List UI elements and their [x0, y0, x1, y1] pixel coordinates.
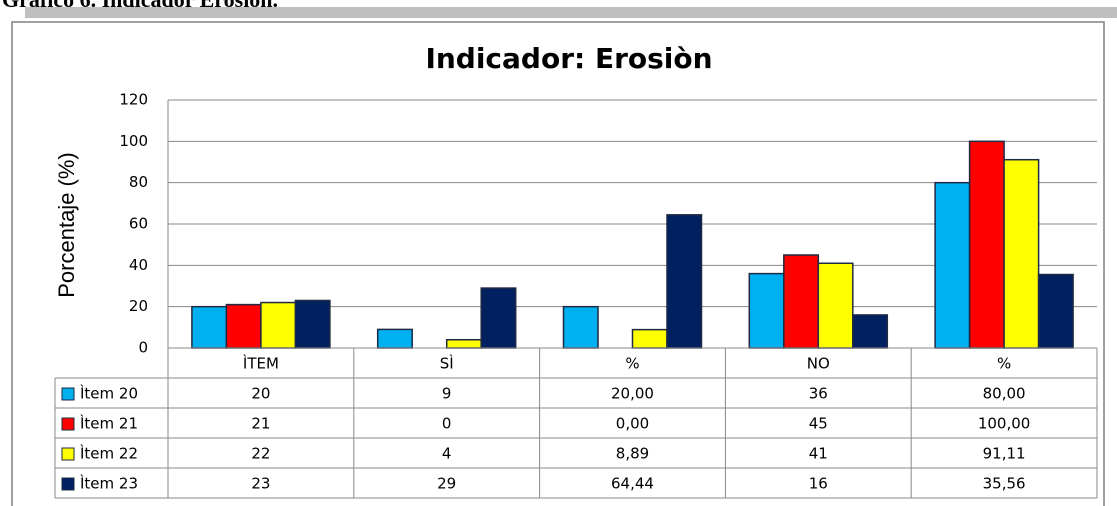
bar	[852, 314, 889, 349]
table-cell: 64,44	[611, 475, 654, 493]
bar	[376, 328, 413, 349]
y-tick-label: 20	[129, 297, 148, 315]
table-cell: 20,00	[611, 385, 654, 403]
bar	[260, 301, 297, 349]
x-tick-label: ÌTEM	[243, 354, 279, 373]
bar	[748, 272, 785, 349]
x-tick-label: SÌ	[440, 354, 454, 373]
legend-key	[61, 477, 75, 491]
table-cell: 16	[809, 475, 828, 493]
legend-key	[61, 417, 75, 431]
bar	[480, 287, 517, 349]
table-cell: 4	[442, 445, 452, 463]
chart-frame	[11, 21, 1105, 506]
y-tick-label: 80	[129, 173, 148, 191]
legend-key	[61, 387, 75, 401]
bar	[934, 181, 971, 349]
table-cell: 0,00	[616, 415, 649, 433]
table-cell: 22	[251, 445, 270, 463]
table-cell: 9	[442, 385, 452, 403]
table-cell: 0	[442, 415, 452, 433]
table-cell: 100,00	[978, 415, 1031, 433]
bar	[1003, 158, 1040, 349]
table-cell: 41	[809, 445, 828, 463]
bar	[294, 299, 331, 349]
bar	[225, 303, 262, 349]
legend-key	[61, 447, 75, 461]
x-tick-label: %	[997, 355, 1011, 373]
header-band	[25, 7, 1117, 18]
bar	[783, 254, 820, 349]
table-cell: 91,11	[983, 445, 1026, 463]
y-tick-label: 0	[138, 339, 148, 357]
table-cell: 8,89	[616, 445, 649, 463]
y-axis-label: Porcentaje (%)	[54, 152, 79, 298]
bar	[1037, 273, 1074, 349]
bar	[666, 214, 703, 349]
legend-label: Ìtem 22	[80, 444, 138, 463]
bar	[968, 140, 1005, 349]
bar	[562, 305, 599, 349]
table-cell: 23	[251, 475, 270, 493]
y-tick-label: 100	[119, 132, 148, 150]
table-cell: 20	[251, 385, 270, 403]
legend-label: Ìtem 20	[80, 384, 138, 403]
table-cell: 80,00	[983, 385, 1026, 403]
x-tick-label: %	[625, 355, 639, 373]
legend-label: Ìtem 21	[80, 414, 138, 433]
legend-label: Ìtem 23	[80, 474, 138, 493]
table-cell: 29	[437, 475, 456, 493]
x-tick-label: NO	[807, 355, 830, 373]
bar	[631, 328, 668, 349]
y-tick-label: 120	[119, 91, 148, 109]
y-tick-label: 40	[129, 256, 148, 274]
table-cell: 36	[809, 385, 828, 403]
bar	[817, 262, 854, 349]
chart-title: Indicador: Erosiòn	[425, 42, 712, 75]
table-cell: 35,56	[983, 475, 1026, 493]
table-cell: 45	[809, 415, 828, 433]
bar	[445, 338, 482, 349]
table-cell: 21	[251, 415, 270, 433]
y-tick-label: 60	[129, 215, 148, 233]
bar	[191, 305, 228, 349]
